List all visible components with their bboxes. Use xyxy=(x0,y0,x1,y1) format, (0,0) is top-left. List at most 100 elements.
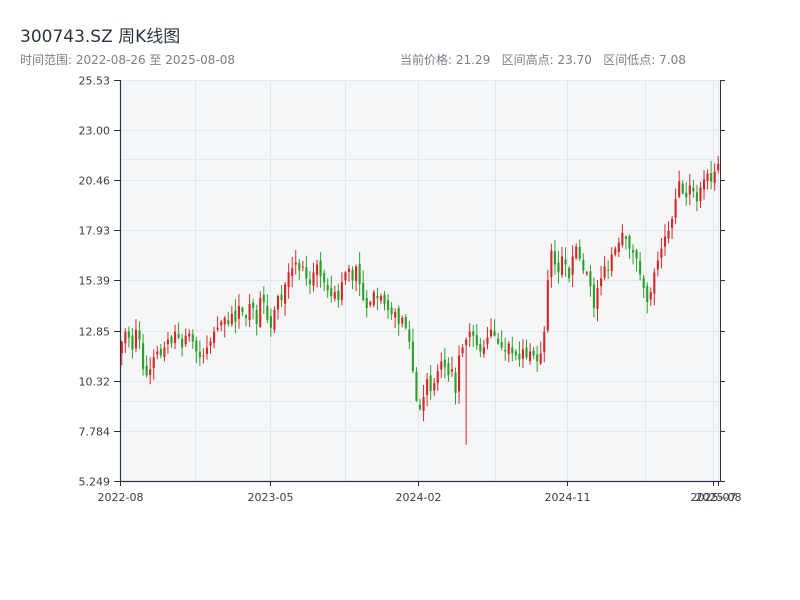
candle-body xyxy=(557,262,560,273)
date-range-label: 时间范围: 2022-08-26 至 2025-08-08 xyxy=(20,53,235,67)
candle-body xyxy=(571,256,574,275)
candle-body xyxy=(291,268,294,277)
axes: 25.53 23.00 20.46 17.93 15.39 12.85 10.32 7.784… xyxy=(79,75,742,505)
candle-body xyxy=(688,185,691,195)
candle-body xyxy=(213,331,216,343)
candle-body xyxy=(504,349,507,352)
candle-body xyxy=(507,343,510,355)
x-tick-label: 2022-08 xyxy=(98,491,144,504)
candle-body xyxy=(404,317,407,328)
candle-body xyxy=(603,266,606,278)
candle-body xyxy=(674,199,677,218)
candle-body xyxy=(142,343,145,370)
candle-body xyxy=(216,327,219,330)
candle-body xyxy=(159,348,162,356)
candle-body xyxy=(433,383,436,391)
candles xyxy=(120,156,720,445)
candle-body xyxy=(628,235,631,249)
candle-body xyxy=(191,334,194,342)
candle-body xyxy=(475,335,478,346)
candle-body xyxy=(578,246,581,259)
y-tick-label: 5.249 xyxy=(79,476,111,489)
candle-body xyxy=(284,284,287,304)
candle-body xyxy=(525,347,528,358)
candle-body xyxy=(376,296,379,299)
candle-body xyxy=(642,278,645,289)
y-tick-label: 15.39 xyxy=(79,275,111,288)
candle-body xyxy=(386,300,390,310)
candle-body xyxy=(181,338,184,348)
candle-body xyxy=(418,404,422,409)
candle-body xyxy=(564,259,567,265)
candle-body xyxy=(649,292,652,300)
candle-body xyxy=(639,260,642,275)
candle-body xyxy=(560,256,564,275)
candle-body xyxy=(326,285,329,291)
candle-body xyxy=(450,369,454,372)
candle-body xyxy=(319,260,322,277)
candle-body xyxy=(713,171,716,183)
candle-body xyxy=(227,320,230,324)
x-tick-label: 2024-02 xyxy=(396,491,442,504)
candle-body xyxy=(706,173,709,182)
candle-body xyxy=(163,347,166,358)
price-summary-label: 当前价格: 21.29 区间高点: 23.70 区间低点: 7.08 xyxy=(400,53,686,67)
candle-body xyxy=(614,248,617,255)
candle-body xyxy=(202,355,205,357)
candle-body xyxy=(383,294,386,305)
candle-body xyxy=(390,307,393,314)
candle-body xyxy=(415,371,418,401)
candle-body xyxy=(134,329,138,349)
candle-body xyxy=(692,187,695,192)
candle-body xyxy=(230,313,233,325)
candle-body xyxy=(511,347,514,354)
candle-body xyxy=(280,294,283,301)
candle-body xyxy=(468,331,471,338)
candle-body xyxy=(173,331,177,344)
candle-body xyxy=(333,292,336,299)
candle-body xyxy=(678,181,681,197)
candle-body xyxy=(543,331,546,352)
candle-body xyxy=(457,355,461,392)
candle-body xyxy=(493,331,496,336)
y-tick-label: 23.00 xyxy=(79,125,111,138)
candle-body xyxy=(575,246,578,259)
candle-body xyxy=(209,341,212,346)
candle-body xyxy=(546,280,549,331)
candle-body xyxy=(379,296,383,301)
candle-body xyxy=(671,218,674,228)
candle-body xyxy=(149,369,152,376)
candle-body xyxy=(362,282,365,301)
candle-body xyxy=(358,263,361,285)
candle-body xyxy=(514,351,517,356)
candle-body xyxy=(702,179,706,190)
candle-body xyxy=(401,317,404,324)
y-tick-label: 20.46 xyxy=(79,175,111,188)
candle-body xyxy=(436,371,439,384)
candle-body xyxy=(582,259,585,271)
candle-body xyxy=(131,335,134,350)
candle-body xyxy=(177,334,180,338)
candle-body xyxy=(248,304,251,320)
y-tick-label: 17.93 xyxy=(79,225,111,238)
candle-body xyxy=(699,187,702,202)
candle-body xyxy=(443,359,446,368)
candle-body xyxy=(486,337,489,345)
candle-body xyxy=(372,292,375,306)
chart-title: 300743.SZ 周K线图 xyxy=(20,27,181,47)
candle-body xyxy=(607,269,610,271)
candle-body xyxy=(617,242,620,252)
x-tick-label: 2025-08 xyxy=(696,491,742,504)
candle-body xyxy=(461,347,464,354)
candle-body xyxy=(347,268,351,273)
candle-body xyxy=(695,192,698,202)
candle-body xyxy=(166,339,169,345)
candle-body xyxy=(220,321,223,326)
candle-body xyxy=(631,250,635,253)
candle-body xyxy=(454,372,457,393)
candle-body xyxy=(234,310,237,322)
candle-body xyxy=(337,290,340,301)
candle-body xyxy=(656,260,659,270)
candle-body xyxy=(479,344,482,352)
